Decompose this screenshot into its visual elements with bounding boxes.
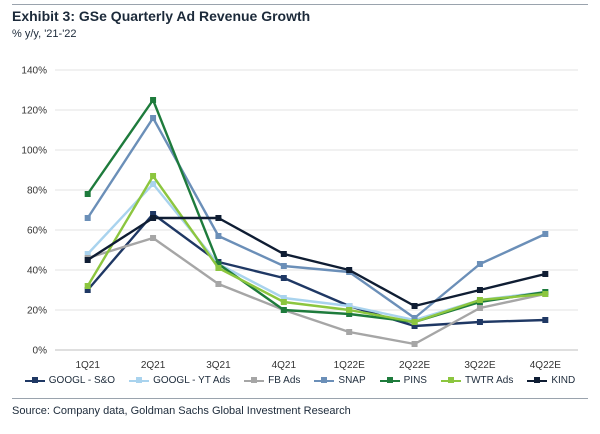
- data-point: [215, 261, 222, 267]
- data-point: [411, 323, 418, 329]
- source-note: Source: Company data, Goldman Sachs Glob…: [12, 405, 351, 417]
- x-tick-label: 3Q21: [206, 360, 231, 370]
- chart-subtitle: % y/y, '21-'22: [12, 28, 77, 40]
- data-point: [476, 319, 483, 325]
- data-point: [476, 305, 483, 311]
- series-line: [86, 212, 546, 328]
- data-point: [215, 281, 222, 287]
- y-tick-label: 100%: [21, 146, 47, 157]
- legend-label: GOOGL - S&O: [48, 375, 116, 386]
- data-point: [346, 307, 353, 313]
- data-point: [150, 211, 157, 217]
- x-tick-label: 4Q21: [272, 360, 297, 370]
- legend-item: GOOGL - YT Ads: [129, 375, 230, 386]
- data-point: [476, 297, 483, 303]
- y-tick-label: 20%: [27, 306, 47, 317]
- data-point: [150, 181, 157, 187]
- data-point: [280, 299, 287, 305]
- legend-item: KIND: [527, 375, 575, 386]
- legend-label: FB Ads: [268, 375, 301, 386]
- data-point: [215, 215, 222, 221]
- chart-title: Exhibit 3: GSe Quarterly Ad Revenue Grow…: [12, 8, 311, 24]
- data-point: [476, 287, 483, 293]
- x-tick-label: 3Q22E: [464, 360, 495, 370]
- series-line: [86, 116, 546, 320]
- data-point: [346, 267, 353, 273]
- y-tick-label: 120%: [21, 106, 47, 117]
- data-point: [542, 231, 549, 237]
- series-line: [86, 182, 546, 322]
- series-line: [86, 98, 546, 324]
- legend-swatch: [314, 376, 335, 383]
- data-point: [280, 251, 287, 257]
- line-chart: 0% 20% 40% 60% 80% 100% 120% 140% 1Q21 2Q21 3Q21 4Q…: [21, 66, 578, 370]
- data-point: [215, 233, 222, 239]
- series-line: [86, 174, 546, 324]
- data-point: [84, 215, 91, 221]
- legend-swatch: [379, 376, 400, 383]
- y-tick-label: 0%: [33, 346, 48, 357]
- data-point: [280, 275, 287, 281]
- data-point: [150, 215, 157, 221]
- data-point: [411, 341, 418, 347]
- data-point: [542, 271, 549, 277]
- data-point: [280, 307, 287, 313]
- legend-label: TWTR Ads: [464, 375, 514, 386]
- legend-swatch: [440, 376, 461, 383]
- data-point: [280, 295, 287, 301]
- data-point: [346, 329, 353, 335]
- legend-item: PINS: [379, 375, 427, 386]
- y-tick-label: 80%: [27, 186, 47, 197]
- legend-label: GOOGL - YT Ads: [153, 375, 231, 386]
- data-point: [542, 317, 549, 323]
- data-point: [150, 235, 157, 241]
- legend-item: GOOGL - S&O: [24, 375, 116, 386]
- data-point: [542, 291, 549, 297]
- top-rule: [12, 4, 588, 5]
- data-point: [280, 263, 287, 269]
- legend-item: SNAP: [314, 375, 366, 386]
- data-point: [411, 319, 418, 325]
- legend-swatch: [527, 376, 548, 383]
- legend-swatch: [24, 376, 45, 383]
- series-line: [87, 216, 546, 308]
- legend-swatch: [244, 376, 265, 383]
- x-tick-label: 2Q21: [141, 360, 166, 370]
- data-point: [150, 173, 157, 179]
- chart-legend: GOOGL - S&O GOOGL - YT Ads FB Ads SNAP PINS T…: [0, 375, 600, 386]
- x-tick-label: 1Q22E: [334, 360, 365, 370]
- bottom-rule: [12, 398, 588, 399]
- data-point: [150, 97, 157, 103]
- legend-label: PINS: [403, 375, 427, 386]
- data-point: [84, 287, 91, 293]
- data-point: [346, 303, 353, 309]
- legend-item: TWTR Ads: [440, 375, 514, 386]
- data-point: [476, 261, 483, 267]
- y-tick-label: 60%: [27, 226, 47, 237]
- x-tick-label: 4Q22E: [530, 360, 561, 370]
- legend-item: FB Ads: [244, 375, 300, 386]
- data-point: [84, 283, 91, 289]
- legend-label: SNAP: [338, 375, 366, 386]
- y-tick-label: 140%: [21, 66, 47, 77]
- data-point: [84, 191, 91, 197]
- data-point: [346, 311, 353, 317]
- data-point: [411, 315, 418, 321]
- x-tick-label: 1Q21: [75, 360, 100, 370]
- y-tick-label: 40%: [27, 266, 47, 277]
- data-point: [150, 115, 157, 121]
- series-line: [87, 236, 546, 346]
- data-point: [215, 265, 222, 271]
- data-point: [411, 303, 418, 309]
- data-point: [84, 251, 91, 257]
- legend-swatch: [129, 376, 150, 383]
- data-point: [84, 257, 91, 263]
- legend-label: KIND: [551, 375, 576, 386]
- x-tick-label: 2Q22E: [399, 360, 430, 370]
